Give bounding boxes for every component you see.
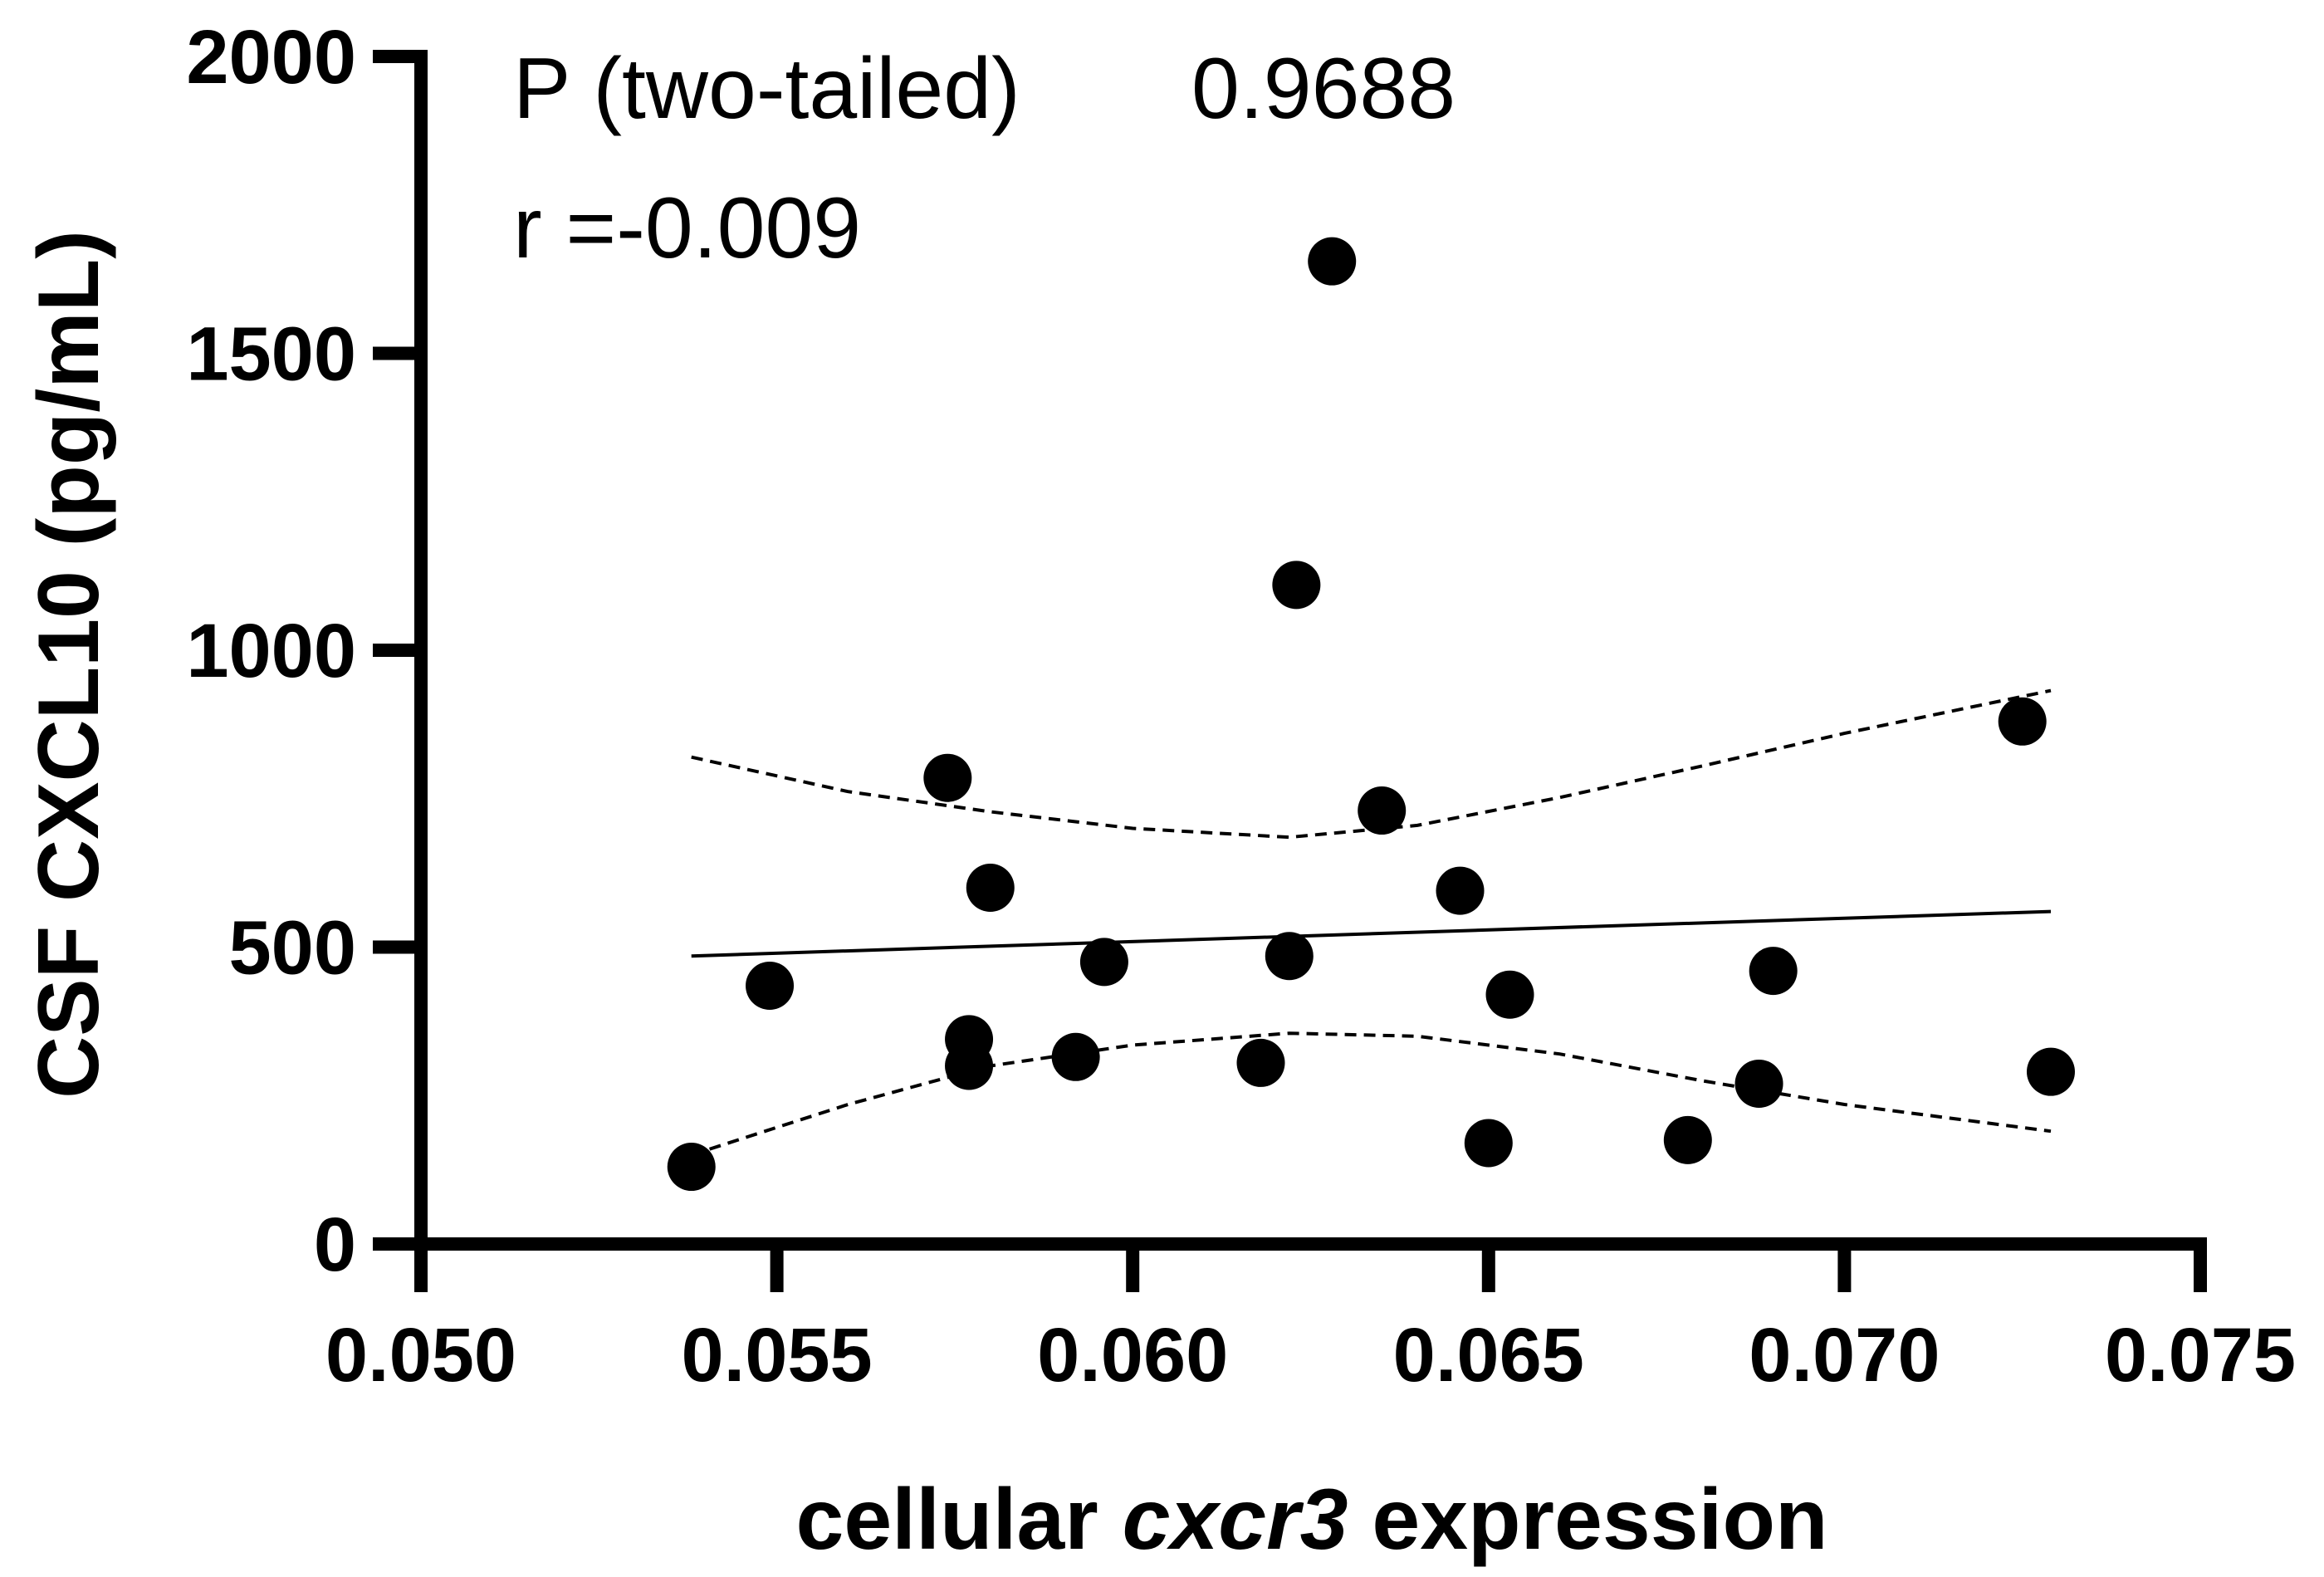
data-point [1272, 561, 1321, 610]
x-tick-label: 0.050 [325, 1313, 516, 1398]
x-axis-ticks: 0.050 0.055 0.060 0.065 0.070 0.075 [325, 1244, 2296, 1398]
x-tick-label: 0.055 [681, 1313, 872, 1398]
ci-upper-line [691, 688, 2052, 840]
p-value: 0.9688 [1191, 41, 1456, 137]
y-tick-label: 2000 [186, 15, 356, 100]
x-axis-label: cellular cxcr3 expression [796, 1472, 1828, 1568]
data-points [667, 237, 2075, 1192]
data-point [1079, 938, 1128, 987]
r-value: r =-0.009 [513, 180, 861, 277]
data-point [1734, 1059, 1783, 1108]
ci-lower-line [691, 1031, 2052, 1157]
y-axis-ticks: 0 500 1000 1500 2000 [186, 15, 421, 1287]
y-tick-label: 1000 [186, 609, 356, 693]
data-point [1236, 1038, 1285, 1087]
data-point [1663, 1115, 1712, 1164]
data-point [923, 753, 972, 802]
data-point [1051, 1032, 1100, 1081]
x-tick-label: 0.065 [1393, 1313, 1584, 1398]
data-point [1998, 697, 2047, 746]
x-tick-label: 0.060 [1037, 1313, 1228, 1398]
y-tick-label: 500 [229, 906, 357, 991]
data-point [1436, 866, 1485, 915]
data-point [2026, 1047, 2075, 1096]
data-point [1485, 970, 1534, 1019]
x-tick-label: 0.070 [1749, 1313, 1940, 1398]
fit-line [691, 909, 2052, 958]
data-point [1308, 237, 1357, 286]
data-point [1749, 947, 1798, 996]
data-point [1358, 786, 1407, 835]
data-point [1265, 932, 1314, 981]
x-axis-label-part: cxcr3 [1123, 1472, 1348, 1568]
x-tick-label: 0.075 [2105, 1313, 2296, 1398]
x-axis-label-part: expression [1348, 1472, 1827, 1568]
x-axis-label-part: cellular [796, 1472, 1123, 1568]
p-value-label: P (two-tailed) [513, 41, 1020, 137]
data-point [746, 961, 795, 1010]
data-point [667, 1143, 716, 1192]
regression-curves [691, 688, 2052, 1157]
data-point [945, 1015, 994, 1064]
y-tick-label: 1500 [186, 312, 356, 397]
y-axis-label: CSF CXCL10 (pg/mL) [21, 230, 117, 1099]
data-point [1464, 1119, 1513, 1168]
y-tick-label: 0 [314, 1202, 356, 1287]
data-point [966, 864, 1015, 912]
